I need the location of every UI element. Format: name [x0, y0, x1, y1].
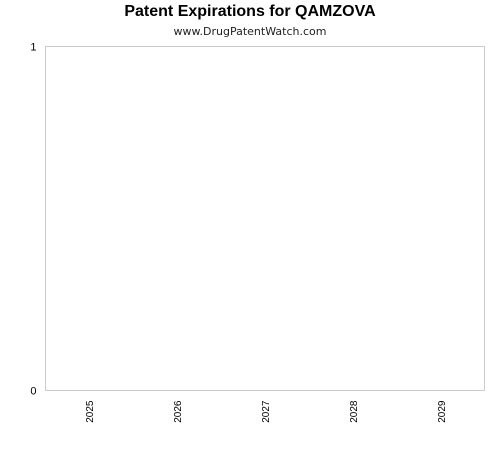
plot-area [45, 46, 485, 391]
y-axis: 01 [30, 42, 36, 398]
chart-subtitle: www.DrugPatentWatch.com [173, 25, 327, 38]
x-tick-label: 2027 [261, 400, 272, 423]
x-axis: 2025 2026 2027 2028 2029 [85, 400, 448, 423]
chart-title: Patent Expirations for QAMZOVA [124, 3, 376, 20]
x-tick-label: 2028 [349, 400, 360, 423]
x-tick-label: 2025 [85, 400, 96, 423]
x-tick-label: 2029 [437, 400, 448, 423]
y-tick-label: 1 [30, 42, 36, 54]
x-tick-label: 2026 [173, 400, 184, 423]
y-tick-label: 0 [30, 386, 36, 398]
